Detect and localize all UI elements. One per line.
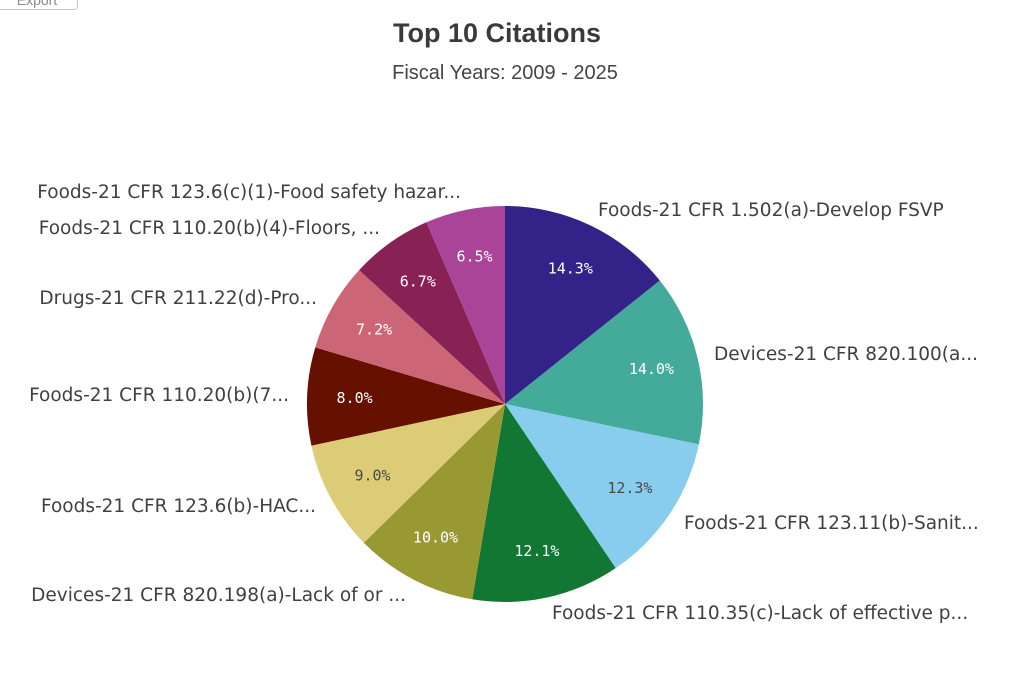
slice-percent-label: 6.5% [456,248,492,266]
slice-percent-label: 12.1% [514,542,559,560]
pie-slice[interactable] [359,222,505,404]
pie-slices [307,206,703,603]
slice-category-label: Foods-21 CFR 1.502(a)-Develop FSVP [598,200,944,221]
slice-category-label: Devices-21 CFR 820.198(a)-Lack of or ... [31,585,406,606]
slice-category-label: Drugs-21 CFR 211.22(d)-Pro... [39,288,317,309]
pie-slice[interactable] [426,206,505,404]
pie-slice[interactable] [505,280,703,445]
slice-category-labels: Foods-21 CFR 1.502(a)-Develop FSVP Device… [29,182,979,624]
slice-category-label: Foods-21 CFR 123.6(c)(1)-Food safety haz… [37,182,461,203]
pie-slice[interactable] [472,404,616,603]
slice-percent-label: 12.3% [607,479,652,497]
pie-slice[interactable] [307,347,505,446]
pie-slice[interactable] [315,270,505,404]
slice-percent-label: 6.7% [400,272,436,290]
slice-percent-label: 14.0% [629,360,674,378]
slice-category-label: Foods-21 CFR 110.35(c)-Lack of effective… [552,603,968,624]
slice-category-label: Devices-21 CFR 820.100(a... [714,344,978,365]
slice-category-label: Foods-21 CFR 123.6(b)-HAC... [41,496,316,517]
slice-percent-labels: 14.3% 14.0% 12.3% 12.1% 10.0% 9.0% 8.0% 7.2% 6.7… [337,248,674,560]
slice-percent-label: 10.0% [413,529,458,547]
pie-slice[interactable] [363,404,505,600]
slice-category-label: Foods-21 CFR 110.20(b)(4)-Floors, ... [39,218,380,239]
slice-percent-label: 14.3% [548,259,593,277]
chart-subtitle: Fiscal Years: 2009 - 2025 [392,62,618,84]
slice-category-label: Foods-21 CFR 110.20(b)(7... [29,385,289,406]
slice-percent-label: 8.0% [337,389,373,407]
pie-slice[interactable] [505,206,660,404]
chart-title: Top 10 Citations [392,18,601,48]
slice-percent-label: 9.0% [354,466,390,484]
export-button[interactable]: Export [0,0,78,10]
pie-slice[interactable] [505,404,699,569]
slice-percent-label: 7.2% [356,321,392,339]
pie-slice[interactable] [311,404,505,543]
slice-category-label: Foods-21 CFR 123.11(b)-Sanit... [684,513,979,534]
